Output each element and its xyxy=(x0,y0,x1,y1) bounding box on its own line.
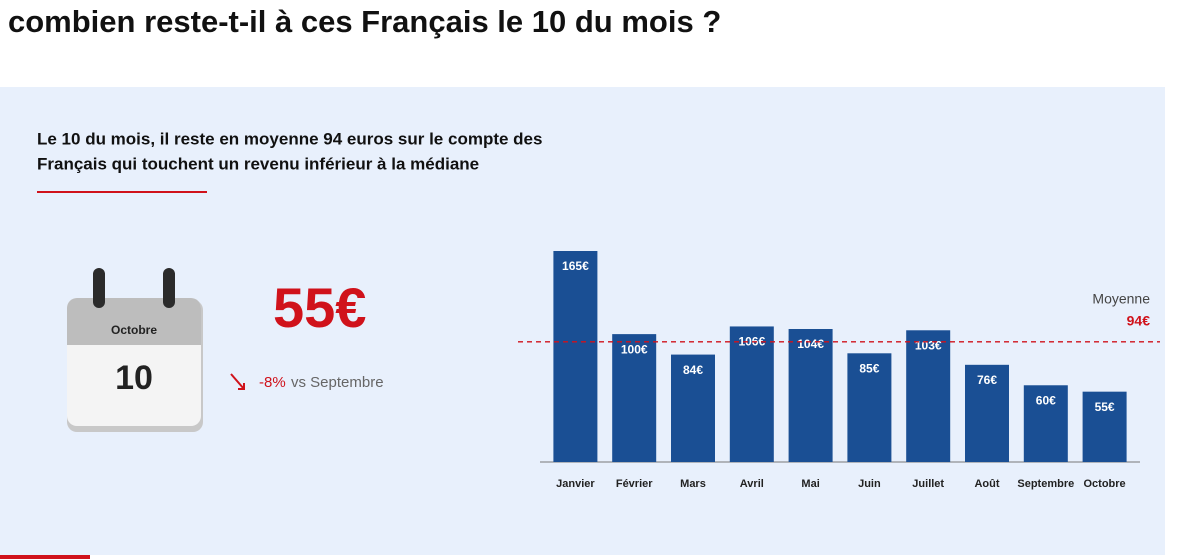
x-tick-label: Septembre xyxy=(1017,478,1074,490)
calendar-month: Octobre xyxy=(111,323,157,337)
calendar: Octobre 10 xyxy=(67,268,203,432)
value-label: 55€ xyxy=(1095,400,1115,414)
highlight-amount: 55€ xyxy=(273,276,366,339)
bar xyxy=(729,326,774,462)
bar xyxy=(671,354,715,462)
bar xyxy=(553,251,598,462)
value-label: 85€ xyxy=(859,361,879,375)
subtitle: Le 10 du mois, il reste en moyenne 94 eu… xyxy=(37,129,542,148)
bar xyxy=(965,364,1009,462)
bar xyxy=(1023,385,1068,462)
value-label: 76€ xyxy=(977,373,997,387)
calendar-day: 10 xyxy=(115,359,153,397)
x-tick-label: Juin xyxy=(858,478,881,490)
value-label: 106€ xyxy=(738,335,765,349)
reference-label: 94€ xyxy=(1127,313,1151,329)
x-tick-label: Mai xyxy=(801,478,819,490)
page-title: combien reste-t-il à ces Français le 10 … xyxy=(8,4,721,39)
x-tick-label: Février xyxy=(616,478,653,490)
x-tick-label: Octobre xyxy=(1084,478,1126,490)
subtitle: Français qui touchent un revenu inférieu… xyxy=(37,154,479,173)
down-arrow xyxy=(230,373,245,390)
value-label: 60€ xyxy=(1036,393,1056,407)
bar xyxy=(906,330,951,462)
bar xyxy=(847,353,892,462)
highlight-comparison: vs Septembre xyxy=(291,374,384,391)
value-label: 100€ xyxy=(621,342,648,356)
footer-accent xyxy=(0,555,90,559)
bar xyxy=(1082,391,1127,462)
value-label: 84€ xyxy=(683,363,703,377)
underline xyxy=(37,191,207,193)
x-tick-label: Avril xyxy=(740,478,764,490)
highlight-change: -8% xyxy=(259,374,286,391)
x-tick-label: Mars xyxy=(680,478,706,490)
reference-name: Moyenne xyxy=(1092,291,1150,307)
value-label: 104€ xyxy=(797,337,824,351)
value-label: 103€ xyxy=(915,338,942,352)
bar xyxy=(788,329,833,462)
value-label: 165€ xyxy=(562,259,589,273)
bar xyxy=(612,334,657,462)
x-tick-label: Juillet xyxy=(912,478,944,490)
x-tick-label: Août xyxy=(974,478,999,490)
x-tick-label: Janvier xyxy=(556,478,595,490)
